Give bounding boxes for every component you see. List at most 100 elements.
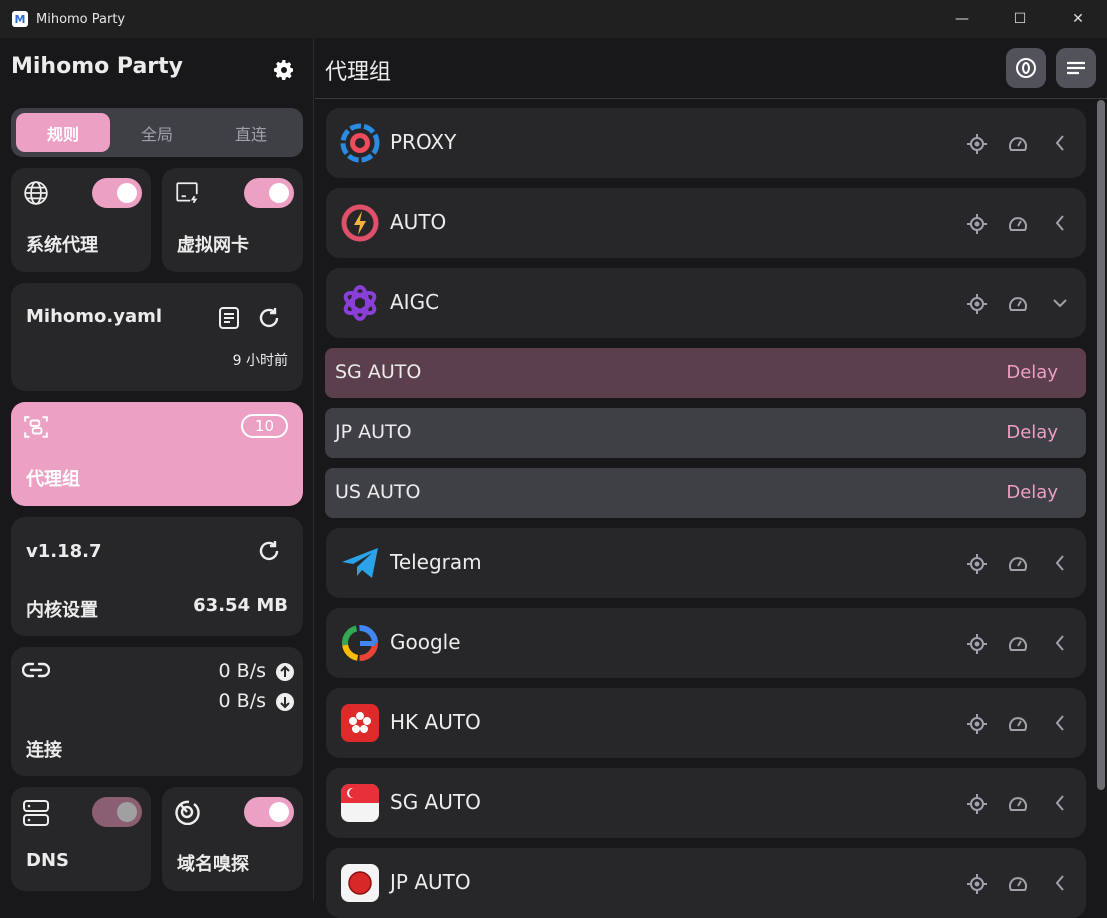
tun-card[interactable]: 虚拟网卡 [162,168,303,272]
proxy-group-card[interactable]: JP AUTO [326,848,1086,918]
dns-toggle[interactable] [92,797,142,827]
connections-card[interactable]: 0 B/s 0 B/s 连接 [11,647,303,776]
locate-icon[interactable] [966,713,988,735]
proxy-group-name: Telegram [390,550,482,574]
locate-icon[interactable] [966,873,988,895]
profile-card[interactable]: Mihomo.yaml 9 小时前 [11,283,303,391]
menu-lines-icon [1067,61,1085,75]
core-restart-icon[interactable] [257,539,281,563]
proxy-group-name: AIGC [390,290,440,314]
proxy-item[interactable]: JP AUTO Delay [325,408,1086,458]
system-proxy-label: 系统代理 [26,235,98,256]
connections-label: 连接 [26,740,62,761]
proxy-groups-card[interactable]: 10 代理组 [11,402,303,506]
chevron-left-icon[interactable] [1052,213,1068,233]
dns-card[interactable]: DNS [11,787,151,891]
minimize-button[interactable]: — [955,11,969,27]
sidebar: Mihomo Party 规则 全局 直连 系统代理 虚拟网卡 Mihomo.y… [0,38,314,901]
radar-icon [175,800,200,825]
core-version: v1.18.7 [26,541,102,562]
locate-icon[interactable] [966,133,988,155]
network-adapter-icon [176,182,198,204]
speed-test-icon[interactable] [1008,873,1028,893]
mode-selector: 规则 全局 直连 [11,108,303,157]
settings-gear-icon[interactable] [272,58,296,82]
proxy-group-card[interactable]: PROXY [326,108,1086,178]
speed-test-icon[interactable] [1008,133,1028,153]
proxy-group-card[interactable]: AIGC [326,268,1086,338]
mode-direct-tab[interactable]: 直连 [234,124,267,144]
chevron-left-icon[interactable] [1052,553,1068,573]
proxy-groups-count-badge: 10 [240,414,288,438]
tun-toggle[interactable] [244,178,294,208]
japan-flag-icon [341,864,379,902]
refresh-icon[interactable] [257,306,281,330]
locate-icon[interactable] [966,213,988,235]
locate-icon[interactable] [966,553,988,575]
display-mode-button[interactable] [1056,48,1096,88]
download-speed: 0 B/s [218,690,266,712]
chevron-left-icon[interactable] [1052,713,1068,733]
profile-updated-time: 9 小时前 [232,353,288,369]
speed-test-icon[interactable] [1008,793,1028,813]
upload-arrow-icon [276,663,294,681]
speed-test-icon[interactable] [1008,633,1028,653]
dns-label: DNS [26,850,69,871]
sniff-toggle[interactable] [244,797,294,827]
proxy-group-name: PROXY [390,130,457,154]
delay-sort-button[interactable] [1006,48,1046,88]
openai-icon [343,285,377,321]
close-button[interactable]: ✕ [1072,11,1084,27]
proxy-name: JP AUTO [335,421,412,443]
scrollbar[interactable] [1097,100,1105,790]
google-icon [342,625,378,661]
chevron-left-icon[interactable] [1052,873,1068,893]
proxy-group-card[interactable]: Telegram [326,528,1086,598]
chevron-left-icon[interactable] [1052,633,1068,653]
locate-icon[interactable] [966,293,988,315]
main-panel: 代理组 PROXY AUTO AIGC SG AUTO Delay JP AUT… [315,38,1107,918]
sniff-card[interactable]: 域名嗅探 [162,787,303,891]
proxy-icon [340,123,380,163]
server-icon [23,800,49,826]
title-bar: M Mihomo Party — ☐ ✕ [0,0,1107,38]
auto-icon [341,204,379,242]
proxy-group-card[interactable]: AUTO [326,188,1086,258]
window-title: Mihomo Party [36,11,126,27]
proxy-item[interactable]: SG AUTO Delay [325,348,1086,398]
zero-circle-icon [1016,58,1036,78]
maximize-button[interactable]: ☐ [1013,11,1027,27]
speed-test-icon[interactable] [1008,553,1028,573]
speed-test-icon[interactable] [1008,293,1028,313]
proxy-group-card[interactable]: SG AUTO [326,768,1086,838]
proxy-group-name: Google [390,630,461,654]
proxy-group-card[interactable]: HK AUTO [326,688,1086,758]
locate-icon[interactable] [966,633,988,655]
speed-test-icon[interactable] [1008,213,1028,233]
system-proxy-card[interactable]: 系统代理 [11,168,151,272]
proxy-delay-button[interactable]: Delay [1006,482,1058,503]
chevron-left-icon[interactable] [1052,793,1068,813]
locate-icon[interactable] [966,793,988,815]
proxy-name: SG AUTO [335,361,422,383]
system-proxy-toggle[interactable] [92,178,142,208]
proxy-item[interactable]: US AUTO Delay [325,468,1086,518]
proxy-group-name: AUTO [390,210,447,234]
document-icon[interactable] [218,306,240,330]
core-card[interactable]: v1.18.7 内核设置 63.54 MB [11,517,303,636]
telegram-icon [342,548,378,578]
proxy-group-card[interactable]: Google [326,608,1086,678]
chevron-down-icon[interactable] [1052,293,1068,313]
mode-rule-tab[interactable]: 规则 [16,113,110,152]
download-arrow-icon [276,693,294,711]
page-header: 代理组 [315,38,1107,99]
upload-speed: 0 B/s [218,660,266,682]
chevron-left-icon[interactable] [1052,133,1068,153]
proxy-groups-label: 代理组 [26,469,80,490]
proxy-delay-button[interactable]: Delay [1006,362,1058,383]
speed-test-icon[interactable] [1008,713,1028,733]
mode-global-tab[interactable]: 全局 [140,124,173,144]
proxy-delay-button[interactable]: Delay [1006,422,1058,443]
link-icon [22,662,50,678]
proxy-group-name: SG AUTO [390,790,481,814]
